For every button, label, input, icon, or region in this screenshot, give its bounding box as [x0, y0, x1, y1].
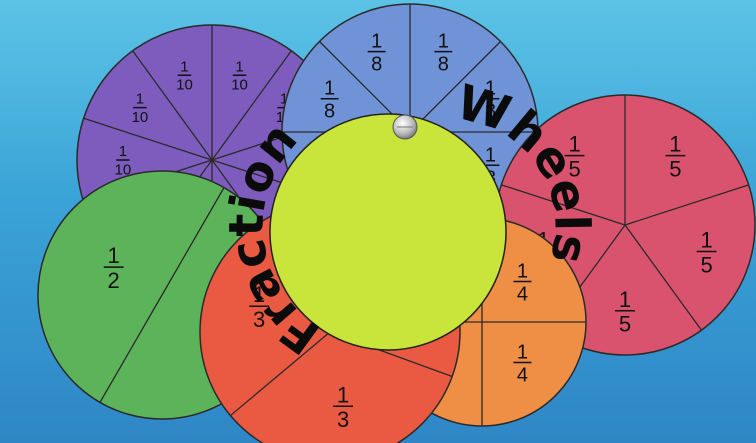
fraction-denominator: 4: [517, 364, 528, 386]
wheel-thirds-label: 13: [333, 382, 353, 432]
fraction-numerator: 1: [485, 78, 496, 100]
wheel-eighths-divider: [409, 41, 501, 133]
fraction-numerator: 1: [568, 132, 580, 157]
wheel-eighths-label: 18: [481, 78, 500, 123]
wheel-tenths-divider: [83, 117, 213, 161]
fraction-numerator: 1: [280, 91, 288, 108]
fraction-numerator: 1: [235, 58, 243, 75]
fraction-denominator: 5: [669, 156, 681, 181]
fraction-numerator: 1: [108, 243, 120, 268]
fraction-denominator: 10: [115, 161, 132, 178]
fraction-numerator: 1: [253, 282, 265, 307]
fraction-numerator: 1: [337, 382, 349, 407]
fraction-denominator: 5: [700, 252, 712, 277]
fraction-numerator: 1: [517, 341, 528, 363]
fraction-numerator: 1: [438, 31, 449, 53]
fraction-denominator: 4: [517, 284, 528, 306]
fraction-numerator: 1: [119, 143, 127, 160]
fraction-denominator: 2: [108, 268, 120, 293]
wheel-tenths-label: 110: [231, 58, 248, 93]
fraction-numerator: 1: [517, 261, 528, 283]
fraction-denominator: 8: [371, 54, 382, 76]
fraction-numerator: 1: [371, 31, 382, 53]
fraction-numerator: 1: [700, 228, 712, 253]
fraction-denominator: 3: [253, 307, 265, 332]
fraction-numerator: 1: [669, 132, 681, 157]
fraction-numerator: 1: [324, 78, 335, 100]
fraction-denominator: 5: [619, 312, 631, 337]
fraction-denominator: 10: [231, 77, 248, 94]
wheel-halves-divider: [99, 294, 163, 403]
fraction-numerator: 1: [180, 58, 188, 75]
wheel-tenths-label: 110: [176, 58, 193, 93]
wheel-tenths-divider: [211, 50, 292, 161]
fraction-denominator: 8: [438, 54, 449, 76]
wheel-eighths-label: 18: [320, 78, 339, 123]
wheel-fifths-label: 15: [665, 132, 686, 181]
fraction-denominator: 10: [176, 77, 193, 94]
wheel-tenths-label: 110: [115, 143, 132, 178]
fraction-numerator: 1: [485, 144, 496, 166]
fraction-denominator: 10: [132, 109, 149, 126]
wheel-thirds-label: 13: [249, 282, 270, 332]
wheel-tenths-label: 110: [132, 91, 149, 126]
fraction-denominator: 3: [337, 407, 349, 432]
wheel-eighths-label: 18: [434, 31, 453, 76]
wheel-thirds-divider: [229, 331, 331, 417]
wheel-fifths-label: 15: [564, 132, 585, 181]
wheel-quarters-label: 14: [513, 341, 532, 386]
fraction-denominator: 8: [324, 101, 335, 123]
fraction-denominator: 5: [568, 156, 580, 181]
wheel-fifths-divider: [624, 224, 702, 331]
wheel-fifths-label: 15: [615, 287, 635, 337]
wheel-halves-label: 12: [103, 243, 124, 293]
wheel-fifths-divider: [624, 184, 749, 226]
wheel-fifths-label: 15: [696, 228, 717, 277]
wheel-quarters-label: 14: [513, 261, 532, 306]
fraction-denominator: 8: [485, 101, 496, 123]
wheel-eighths-label: 18: [367, 31, 386, 76]
fraction-numerator: 1: [136, 91, 144, 108]
wheel-tenths-divider: [132, 50, 213, 161]
fraction-numerator: 1: [619, 287, 631, 312]
wheel-fifths-divider: [501, 184, 626, 226]
wheel-halves-divider: [161, 187, 225, 296]
